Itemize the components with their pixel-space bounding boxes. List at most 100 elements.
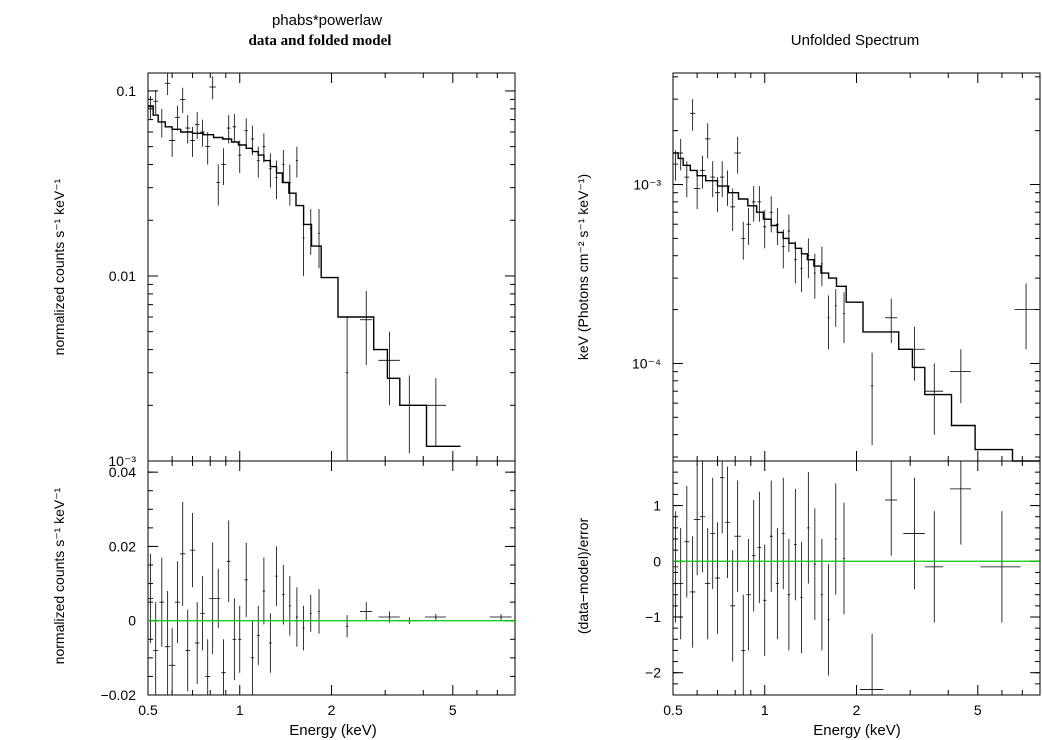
data-point bbox=[800, 250, 803, 293]
plot-frame bbox=[147, 460, 516, 696]
data-point bbox=[345, 317, 349, 461]
data-point bbox=[209, 76, 216, 100]
left-subtitle: data and folded model bbox=[249, 33, 392, 49]
data-point bbox=[148, 95, 154, 120]
data-point bbox=[757, 491, 762, 604]
data-point bbox=[924, 363, 944, 435]
y-tick-label: 0.02 bbox=[109, 538, 136, 554]
data-point bbox=[302, 605, 305, 651]
data-point bbox=[164, 73, 171, 96]
x-tick-label: 1 bbox=[761, 702, 769, 718]
data-point bbox=[148, 553, 154, 643]
data-point bbox=[256, 605, 260, 666]
y-tick-label: 10⁻³ bbox=[108, 453, 136, 469]
data-point bbox=[751, 500, 756, 612]
data-point bbox=[699, 155, 706, 189]
data-point bbox=[859, 633, 884, 695]
data-point bbox=[244, 118, 248, 146]
data-point bbox=[295, 146, 298, 178]
data-point bbox=[725, 466, 730, 578]
data-point bbox=[730, 188, 736, 231]
y-tick-label: 1 bbox=[653, 498, 661, 514]
x-tick-label: 5 bbox=[974, 702, 982, 718]
data-point bbox=[282, 565, 285, 625]
data-point bbox=[185, 115, 191, 144]
y-axis-label: (data−model)/error bbox=[575, 517, 591, 634]
data-point bbox=[269, 613, 272, 673]
data-point bbox=[980, 511, 1021, 623]
data-point bbox=[399, 375, 419, 454]
data-point bbox=[168, 126, 176, 157]
data-point bbox=[834, 289, 837, 327]
data-point bbox=[678, 138, 684, 171]
data-point bbox=[678, 527, 684, 640]
data-point bbox=[719, 161, 725, 198]
data-point bbox=[180, 501, 186, 606]
data-point bbox=[924, 511, 944, 623]
data-point bbox=[194, 111, 200, 139]
data-point bbox=[359, 290, 373, 366]
y-tick-label: −0.02 bbox=[101, 687, 137, 703]
data-point bbox=[489, 614, 512, 620]
data-point bbox=[221, 148, 226, 186]
data-point bbox=[153, 602, 159, 695]
data-point bbox=[730, 550, 736, 662]
data-point bbox=[345, 615, 349, 638]
data-point bbox=[238, 605, 242, 673]
data-point bbox=[185, 609, 191, 692]
data-point bbox=[813, 508, 816, 620]
data-point bbox=[763, 544, 767, 656]
data-point bbox=[751, 186, 756, 222]
data-point bbox=[884, 298, 898, 344]
data-point bbox=[226, 520, 231, 603]
data-point bbox=[800, 541, 803, 654]
data-point bbox=[715, 522, 720, 634]
data-point bbox=[318, 589, 320, 634]
data-point bbox=[949, 461, 971, 545]
data-point bbox=[746, 539, 751, 651]
data-point bbox=[159, 108, 165, 138]
data-point bbox=[309, 594, 312, 632]
data-point bbox=[194, 602, 200, 684]
data-point bbox=[843, 502, 845, 615]
data-point bbox=[689, 99, 696, 131]
data-point bbox=[820, 539, 823, 651]
data-point bbox=[232, 114, 237, 142]
data-point bbox=[168, 628, 176, 695]
plot-frame bbox=[147, 72, 516, 462]
data-point bbox=[699, 461, 706, 573]
data-point bbox=[746, 207, 751, 245]
x-tick-label: 1 bbox=[236, 702, 244, 718]
data-point bbox=[689, 536, 696, 648]
data-point bbox=[710, 477, 716, 590]
data-point bbox=[250, 620, 254, 695]
data-point bbox=[684, 161, 690, 198]
y-tick-label: 10⁻³ bbox=[633, 177, 661, 193]
data-point bbox=[794, 488, 797, 601]
data-point bbox=[903, 477, 925, 590]
data-point bbox=[870, 352, 874, 446]
y-tick-label: −1 bbox=[645, 609, 661, 625]
model-curve bbox=[673, 152, 1040, 462]
data-point bbox=[424, 614, 446, 620]
plot-frame bbox=[672, 72, 1041, 462]
data-point bbox=[820, 246, 823, 287]
y-axis-label: normalized counts s⁻¹ keV⁻¹ bbox=[51, 178, 67, 355]
x-axis-label: Energy (keV) bbox=[813, 722, 901, 739]
y-axis-label: keV (Photons cm⁻² s⁻¹ keV⁻¹) bbox=[575, 174, 591, 360]
data-point bbox=[757, 186, 762, 222]
data-point bbox=[884, 461, 898, 556]
data-point bbox=[232, 598, 237, 681]
data-point bbox=[710, 161, 716, 198]
data-point bbox=[693, 172, 701, 209]
data-point bbox=[705, 527, 711, 640]
data-point bbox=[282, 149, 285, 183]
panel-0: 0.1 0.01 10⁻³ normalized counts s⁻¹ keV⁻¹ bbox=[51, 72, 516, 469]
y-tick-label: 10⁻⁴ bbox=[632, 355, 661, 371]
data-point bbox=[673, 511, 679, 623]
data-point bbox=[359, 602, 373, 621]
y-tick-label: −2 bbox=[645, 665, 661, 681]
data-point bbox=[949, 349, 971, 404]
